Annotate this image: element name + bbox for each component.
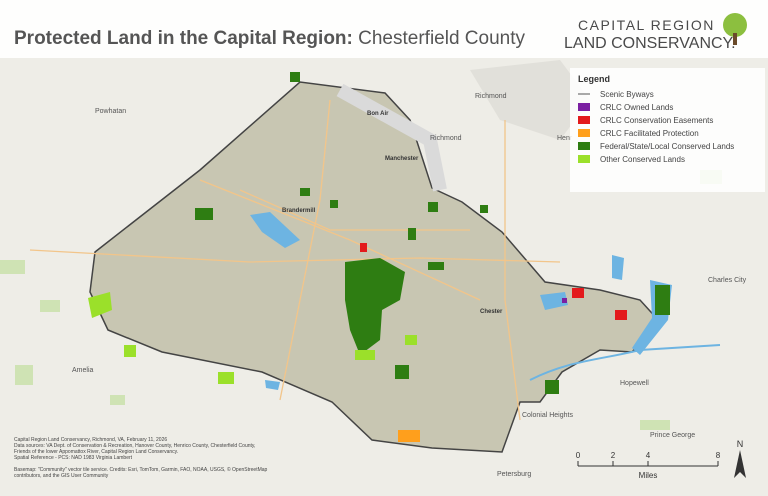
urban-area	[470, 60, 590, 140]
legend-swatch	[578, 103, 590, 111]
logo-tree	[723, 13, 747, 37]
place-label: Brandermill	[282, 208, 316, 214]
legend-box	[570, 68, 765, 192]
north-arrow: N	[734, 439, 746, 478]
legend-swatch	[578, 116, 590, 124]
legend-label: CRLC Facilitated Protection	[600, 129, 699, 138]
place-label: Richmond	[430, 135, 462, 142]
title-bold: Protected Land in the Capital Region:	[14, 28, 353, 49]
legend-label: Federal/State/Local Conserved Lands	[600, 142, 734, 151]
scale-label: 8	[716, 451, 721, 460]
legend-label: CRLC Owned Lands	[600, 103, 673, 112]
scale-label: 2	[611, 451, 616, 460]
north-label: N	[737, 439, 744, 449]
credit-line: Friends of the lower Appomattox River, C…	[14, 449, 178, 455]
logo-text: CAPITAL REGION	[578, 17, 715, 33]
scale-label: 0	[576, 451, 581, 460]
place-label: Charles City	[708, 277, 747, 284]
place-label: Chester	[480, 309, 503, 315]
legend-label: Scenic Byways	[600, 90, 654, 99]
legend-swatch	[578, 155, 590, 163]
place-label: Richmond	[475, 93, 507, 100]
credit-line: Data sources: VA Dept. of Conservation &…	[14, 443, 255, 449]
legend-label: CRLC Conservation Easements	[600, 116, 713, 125]
other-conserved-lands	[88, 292, 417, 384]
place-labels: Powhatan Richmond Richmond Henr Bon Air …	[72, 93, 747, 478]
crlc-lands	[360, 243, 627, 442]
legend: Legend Scenic Byways CRLC Owned Lands CRLC…	[570, 68, 765, 192]
place-label: Manchester	[385, 156, 419, 162]
credit-line: Capital Region Land Conservancy, Richmon…	[14, 437, 167, 443]
logo: CAPITAL REGION LAND CONSERVANCY.	[564, 13, 747, 52]
legend-swatch	[578, 142, 590, 150]
legend-title: Legend	[578, 74, 610, 84]
place-label: Amelia	[72, 367, 94, 374]
river	[529, 344, 721, 381]
conserved-lands	[195, 72, 670, 394]
roads	[29, 99, 561, 421]
urban-core	[336, 83, 447, 192]
credits: Capital Region Land Conservancy, Richmon…	[14, 437, 268, 479]
place-label: Powhatan	[95, 108, 126, 115]
legend-label: Other Conserved Lands	[600, 155, 685, 164]
place-label: Petersburg	[497, 471, 531, 478]
logo-trunk	[733, 33, 737, 45]
title-rest: Chesterfield County	[358, 28, 525, 49]
logo-text: LAND CONSERVANCY.	[564, 35, 736, 52]
credit-line: Spatial Reference - PCS: NAD 1983 Virgin…	[14, 455, 133, 461]
title: Protected Land in the Capital Region: Ch…	[14, 28, 526, 49]
legend-swatch	[578, 129, 590, 137]
place-label: Colonial Heights	[522, 412, 573, 419]
background-land	[0, 170, 722, 430]
scale-bar: 0 2 4 8 Miles	[576, 451, 721, 480]
scale-unit: Miles	[639, 471, 658, 480]
basemap-credit: contributors, and the GIS User Community	[14, 473, 109, 479]
north-arrow-shape	[734, 450, 746, 478]
place-label: Bon Air	[367, 111, 389, 117]
place-label: Hopewell	[620, 380, 649, 387]
place-label: Prince George	[650, 432, 695, 439]
header-band	[0, 0, 768, 58]
basemap-credit: Basemap: "Community" vector tile service…	[14, 466, 268, 473]
place-label: Henr	[557, 135, 573, 142]
scale-label: 4	[646, 451, 651, 460]
